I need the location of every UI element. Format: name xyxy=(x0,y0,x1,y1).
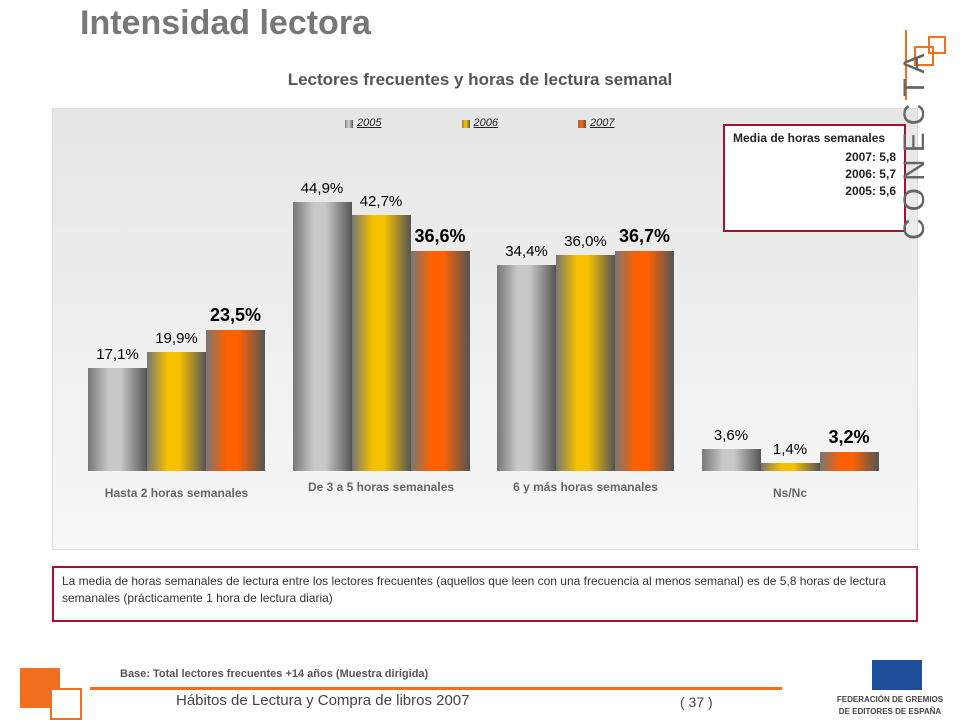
info-line: 2006: 5,7 xyxy=(845,167,896,181)
x-tick-label: De 3 a 5 horas semanales xyxy=(307,480,455,494)
legend-swatch xyxy=(461,120,470,128)
org-line: DE EDITORES DE ESPAÑA xyxy=(838,707,942,716)
data-label: 23,5% xyxy=(209,305,262,325)
data-label: 42,7% xyxy=(359,192,403,210)
data-label: 36,7% xyxy=(618,225,671,246)
data-label: 34,4% xyxy=(505,242,548,260)
data-label: 1,4% xyxy=(772,440,808,458)
x-tick-label: 6 y más horas semanales xyxy=(513,480,658,494)
bar xyxy=(556,255,615,471)
bar xyxy=(819,451,879,471)
bar xyxy=(701,449,761,471)
bar xyxy=(497,264,556,471)
base-note: Base: Total lectores frecuentes +14 años… xyxy=(120,668,429,680)
org-line: FEDERACIÓN DE GREMIOS xyxy=(836,695,944,704)
org-name: FEDERACIÓN DE GREMIOS DE EDITORES DE ESP… xyxy=(815,694,960,718)
footer-line xyxy=(90,687,782,690)
bar xyxy=(410,251,470,471)
bar xyxy=(206,330,265,471)
legend-label: 2006 xyxy=(473,117,498,129)
data-label: 3,6% xyxy=(713,427,749,445)
legend-label: 2007 xyxy=(590,117,615,129)
logo-square xyxy=(914,46,934,66)
legend-swatch xyxy=(578,120,586,128)
footer-text: Hábitos de Lectura y Compra de libros 20… xyxy=(176,692,470,709)
info-box: Media de horas semanales 2007: 5,8 2006: … xyxy=(723,124,906,232)
data-label: 44,9% xyxy=(300,179,344,197)
info-line: 2005: 5,6 xyxy=(845,184,896,198)
x-tick-label: Ns/Nc xyxy=(772,486,807,500)
legend-swatch xyxy=(345,120,353,128)
slide-title: Intensidad lectora xyxy=(80,4,371,42)
chart-title: Lectores frecuentes y horas de lectura s… xyxy=(287,70,673,89)
info-title: Media de horas semanales xyxy=(733,131,886,145)
data-label: 3,2% xyxy=(828,426,870,447)
data-label: 17,1% xyxy=(96,346,139,364)
info-line: 2007: 5,8 xyxy=(845,150,896,164)
data-label: 36,6% xyxy=(414,226,466,247)
logo-line xyxy=(905,30,907,100)
bar xyxy=(147,351,206,471)
legend-label: 2005 xyxy=(357,117,382,129)
logo: CONECTA xyxy=(898,46,931,240)
x-tick-label: Hasta 2 horas semanales xyxy=(104,486,249,500)
data-label: 19,9% xyxy=(155,329,198,347)
data-label: 36,0% xyxy=(564,233,607,250)
bar xyxy=(351,214,411,471)
logo-square xyxy=(928,36,946,54)
bar xyxy=(760,462,820,471)
page-number: ( 37 ) xyxy=(680,694,713,710)
bar xyxy=(615,250,674,471)
note: La media de horas semanales de lectura e… xyxy=(52,566,918,622)
bar xyxy=(88,368,147,471)
footer-square xyxy=(50,688,82,720)
bar xyxy=(292,201,352,471)
org-logo xyxy=(872,660,922,690)
